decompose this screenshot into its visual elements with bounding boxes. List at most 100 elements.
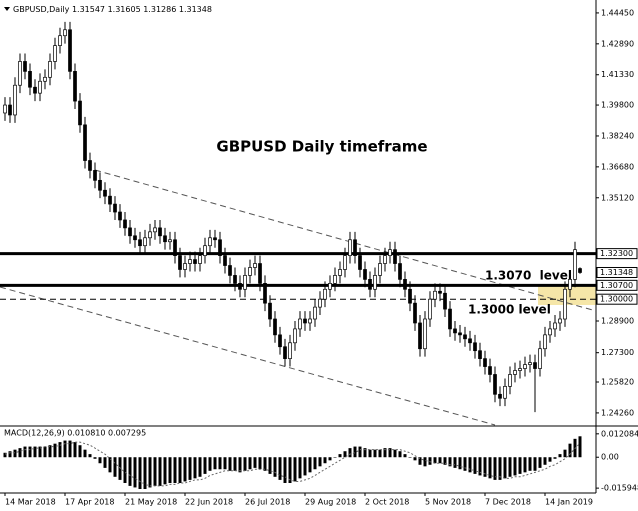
candle-body — [403, 279, 407, 290]
candle-body — [193, 259, 197, 264]
macd-bar — [253, 457, 257, 468]
macd-bar — [68, 440, 72, 458]
macd-bar — [173, 457, 177, 483]
y-tick-label: 1.42890 — [601, 39, 634, 48]
candle-body — [278, 334, 282, 348]
menu-icon — [4, 7, 10, 11]
macd-bar — [378, 449, 382, 458]
macd-bar — [543, 457, 547, 465]
y-tick-label: 1.38240 — [601, 131, 634, 140]
annotation: GBPUSD Daily timeframe — [216, 138, 427, 156]
macd-bar — [418, 457, 422, 465]
macd-bar — [308, 457, 312, 473]
plot — [0, 21, 596, 413]
candle-body — [18, 61, 22, 86]
candle-body — [123, 219, 127, 229]
macd-bar — [358, 446, 362, 458]
macd-bar — [363, 448, 367, 458]
macd-bar — [3, 452, 7, 458]
candle-body — [368, 279, 372, 290]
candle-body — [268, 302, 272, 320]
macd-bar — [393, 449, 397, 458]
candle-body — [43, 76, 47, 82]
candle-body — [573, 249, 577, 280]
macd-bar — [53, 443, 57, 458]
macd-bar — [178, 457, 182, 483]
candle-body — [378, 263, 382, 276]
candle-body — [293, 328, 297, 344]
macd-label: MACD(12,26,9) 0.010810 0.007295 — [4, 429, 146, 438]
candle-body — [188, 259, 192, 264]
candle-body — [343, 255, 347, 270]
macd-bar — [163, 457, 167, 485]
level-label-box — [596, 279, 638, 291]
candle-body — [568, 279, 572, 290]
candle-body — [133, 235, 137, 241]
macd-bar — [558, 454, 562, 458]
candle-body — [428, 298, 432, 320]
macd-bar — [338, 454, 342, 458]
macd-bar — [488, 457, 492, 479]
candle-body — [113, 203, 117, 213]
candle-body — [338, 269, 342, 276]
macd-signal — [4, 441, 581, 487]
macd-bar — [48, 445, 52, 458]
candle-body — [53, 45, 57, 62]
level-label: 1.30000 — [600, 295, 633, 304]
candle-body — [383, 255, 387, 264]
macd-bar — [468, 457, 472, 473]
macd-bar — [13, 449, 17, 458]
macd-bar — [258, 457, 262, 470]
macd-bar — [568, 443, 572, 458]
x-tick-label: 21 May 2018 — [125, 498, 177, 507]
candle-body — [423, 318, 427, 350]
macd-bar — [108, 457, 112, 473]
candle-body — [458, 332, 462, 336]
macd-bar — [508, 457, 512, 477]
macd-bar — [103, 457, 107, 468]
candle-body — [58, 35, 62, 46]
candle-body — [323, 288, 327, 300]
macd-bar — [133, 457, 137, 488]
macd-bar — [518, 457, 522, 474]
candle-body — [108, 195, 112, 205]
macd-bar — [478, 457, 482, 476]
level-label: 1.30700 — [600, 281, 633, 290]
candle-body — [303, 318, 307, 324]
macd-bar — [428, 457, 432, 465]
macd-bar — [138, 457, 142, 489]
candle-body — [93, 170, 97, 181]
macd-bar — [353, 446, 357, 458]
macd-bar — [323, 457, 327, 464]
macd-bar — [83, 449, 87, 458]
candle-body — [118, 211, 122, 221]
macd-bar — [313, 457, 317, 470]
candle-body — [178, 255, 182, 270]
candle-body — [558, 318, 562, 324]
y-tick-label: 1.44450 — [601, 8, 634, 17]
candle-body — [318, 298, 322, 308]
macd-bar — [273, 457, 277, 477]
level-label-box — [596, 248, 638, 260]
candle-body — [563, 288, 567, 320]
candle-body — [8, 104, 12, 116]
candle-body — [198, 255, 202, 264]
candle-body — [468, 338, 472, 344]
x-tick-label: 29 Aug 2018 — [305, 498, 356, 507]
macd-bar — [463, 457, 467, 471]
open: 1.31547 — [72, 5, 105, 14]
x-tick-label: 14 Jan 2019 — [545, 498, 593, 507]
x-tick-label: 14 Mar 2018 — [5, 498, 56, 507]
x-tick-label: 26 Jul 2018 — [245, 498, 290, 507]
macd-bar — [153, 457, 157, 486]
candle-body — [528, 362, 532, 365]
candle-body — [463, 334, 467, 340]
macd-bar — [128, 457, 132, 486]
macd-bar — [78, 445, 82, 458]
macd-bar — [578, 436, 582, 458]
candle-body — [508, 374, 512, 387]
candle-body — [478, 350, 482, 359]
candle-body — [498, 393, 502, 399]
macd-bar — [88, 454, 92, 458]
candle-body — [373, 275, 377, 290]
